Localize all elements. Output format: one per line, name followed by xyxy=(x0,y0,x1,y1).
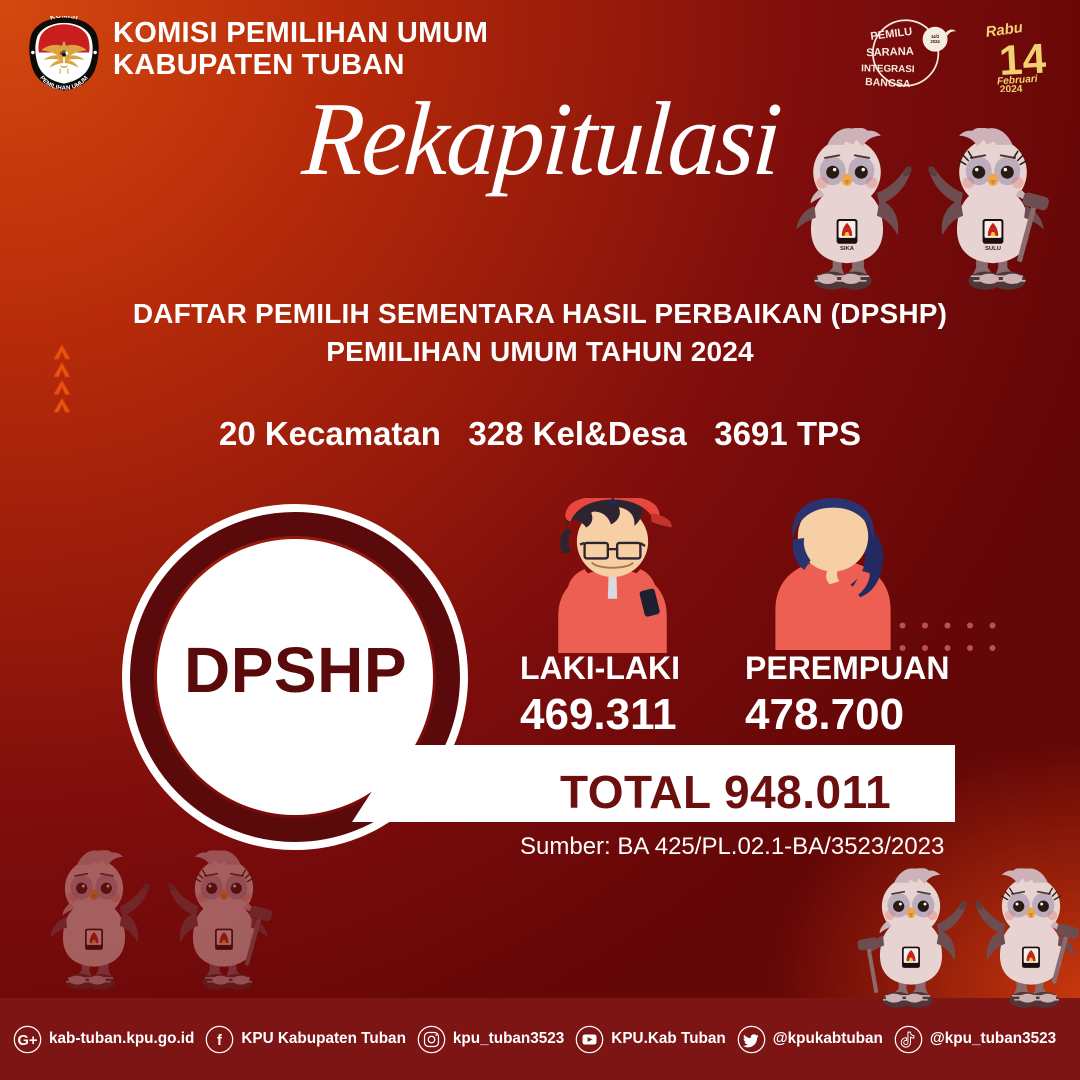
svg-text:f: f xyxy=(217,1032,222,1048)
svg-text:G+: G+ xyxy=(17,1032,37,1048)
